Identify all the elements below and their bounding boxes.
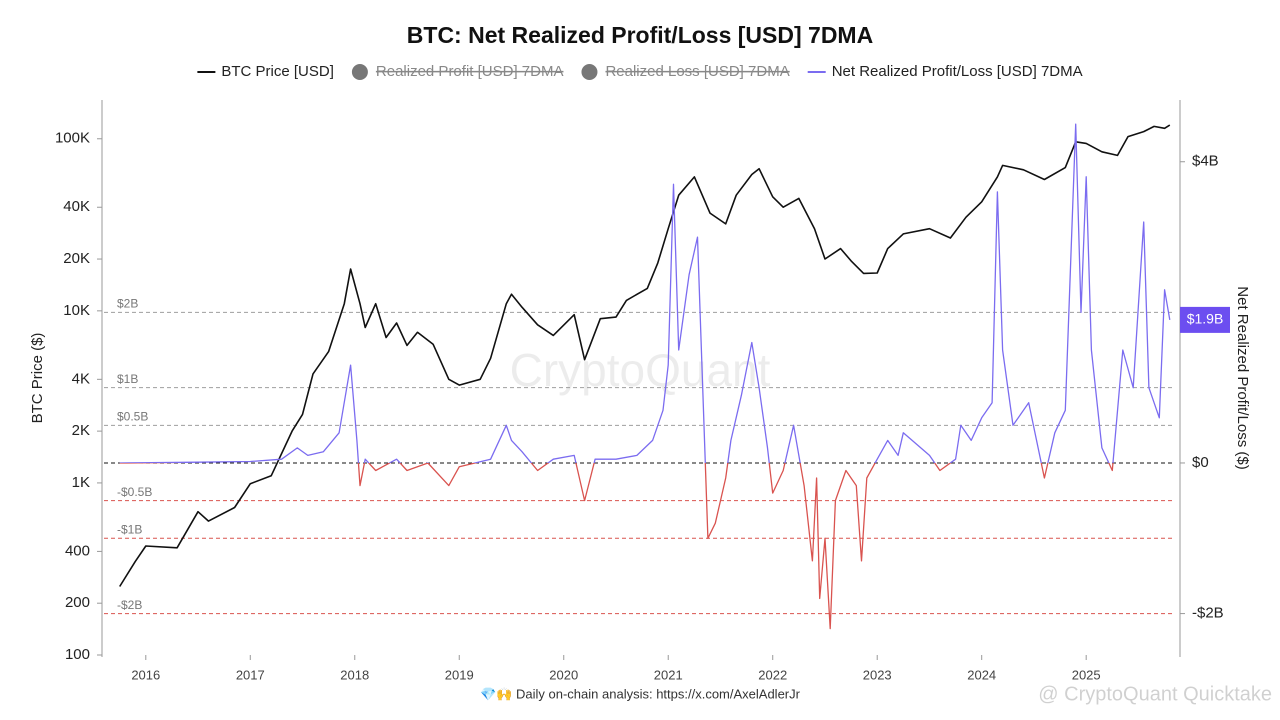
y2-tick-label: $4B [1192,153,1219,170]
reference-label: $1B [117,372,138,386]
y2-axis-label: Net Realized Profit/Loss ($) [1234,286,1251,469]
y2-tick-label: -$2B [1192,605,1224,622]
legend-marker [351,64,368,80]
y-tick-label: 10K [63,302,90,319]
y-tick-label: 2K [72,422,90,439]
x-tick-label: 2021 [654,667,683,682]
x-tick-label: 2022 [758,667,787,682]
y-tick-label: 400 [65,542,90,559]
legend-label: Net Realized Profit/Loss [USD] 7DMA [832,63,1083,80]
x-tick-label: 2023 [863,667,892,682]
legend-marker [581,64,598,80]
series-line [119,123,1171,630]
reference-label: $0.5B [117,409,148,423]
x-tick-label: 2016 [131,667,160,682]
x-tick-label: 2017 [236,667,265,682]
y-tick-label: 100K [55,130,90,147]
legend: BTC Price [USD] Realized Profit [USD] 7DM… [197,63,1083,80]
y-tick-label: 100 [65,646,90,663]
y-tick-label: 1K [72,474,90,491]
legend-label: Realized Loss [USD] 7DMA [605,63,789,80]
x-tick-label: 2020 [549,667,578,682]
series-line [119,124,1171,587]
x-tick-label: 2025 [1072,667,1101,682]
reference-label: $2B [117,297,138,311]
legend-label: BTC Price [USD] [221,63,334,80]
watermark: CryptoQuant [510,344,771,396]
last-value-box [1180,306,1230,333]
y-axis-label: BTC Price ($) [29,333,46,424]
x-tick-label: 2024 [967,667,996,682]
x-tick-label: 2019 [445,667,474,682]
chart-title: BTC: Net Realized Profit/Loss [USD] 7DMA [407,22,873,48]
last-value-label: $1.9B [1187,311,1224,327]
footer-watermark: @ CryptoQuant Quicktake [1038,683,1272,705]
x-tick-label: 2018 [340,667,369,682]
legend-label: Realized Profit [USD] 7DMA [376,63,564,80]
y-tick-label: 4K [72,370,90,387]
reference-label: -$0.5B [117,485,152,499]
y-tick-label: 200 [65,594,90,611]
footer: 💎🙌 Daily on-chain analysis: https://x.co… [480,686,801,701]
reference-label: -$1B [117,522,142,536]
reference-label: -$2B [117,598,142,612]
y-tick-label: 40K [63,198,90,215]
y2-tick-label: $0 [1192,454,1209,471]
y-tick-label: 20K [63,250,90,267]
